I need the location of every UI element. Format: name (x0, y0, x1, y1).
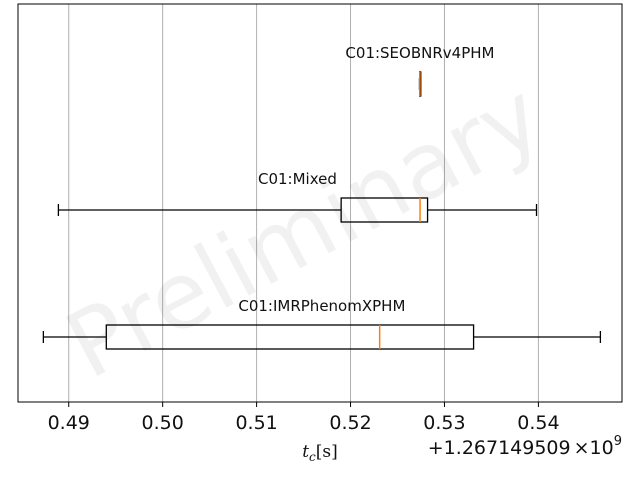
grid-lines (68, 4, 539, 402)
series-label: C01:Mixed (258, 170, 337, 188)
x-tick-label: 0.50 (142, 412, 184, 434)
x-axis-ticks: 0.49 0.50 0.51 0.52 0.53 0.54 (48, 402, 560, 434)
offset-exponent: 9 (614, 434, 622, 449)
x-tick-label: 0.49 (48, 412, 90, 434)
boxplot-series-group: C01:SEOBNRv4PHM (345, 44, 494, 97)
plot-frame (17, 3, 623, 403)
boxplot-series-group: C01:IMRPhenomXPHM (42, 297, 602, 350)
x-axis-offset-text: +1.267149509 ×109 (428, 434, 622, 459)
offset-multiplier: ×10 (574, 437, 614, 459)
boxplot-series-group: C01:Mixed (57, 170, 538, 223)
x-tick-label: 0.54 (517, 412, 559, 434)
x-tick-label: 0.52 (329, 412, 371, 434)
series-label: C01:SEOBNRv4PHM (345, 44, 494, 62)
offset-value: +1.267149509 (428, 437, 571, 459)
x-axis-label-base: t (302, 442, 309, 462)
series-label: C01:IMRPhenomXPHM (238, 297, 405, 315)
x-axis-label-unit: [s] (316, 442, 338, 462)
x-axis-label-sub: c (309, 450, 316, 464)
x-axis-label: tc[s] (302, 442, 338, 464)
x-tick-label: 0.51 (235, 412, 277, 434)
iqr-box (105, 324, 475, 350)
boxplot-series: C01:SEOBNRv4PHM C01:Mixed C01:IMRPhenomXPH… (42, 44, 602, 350)
iqr-box (340, 197, 429, 223)
x-tick-label: 0.53 (423, 412, 465, 434)
